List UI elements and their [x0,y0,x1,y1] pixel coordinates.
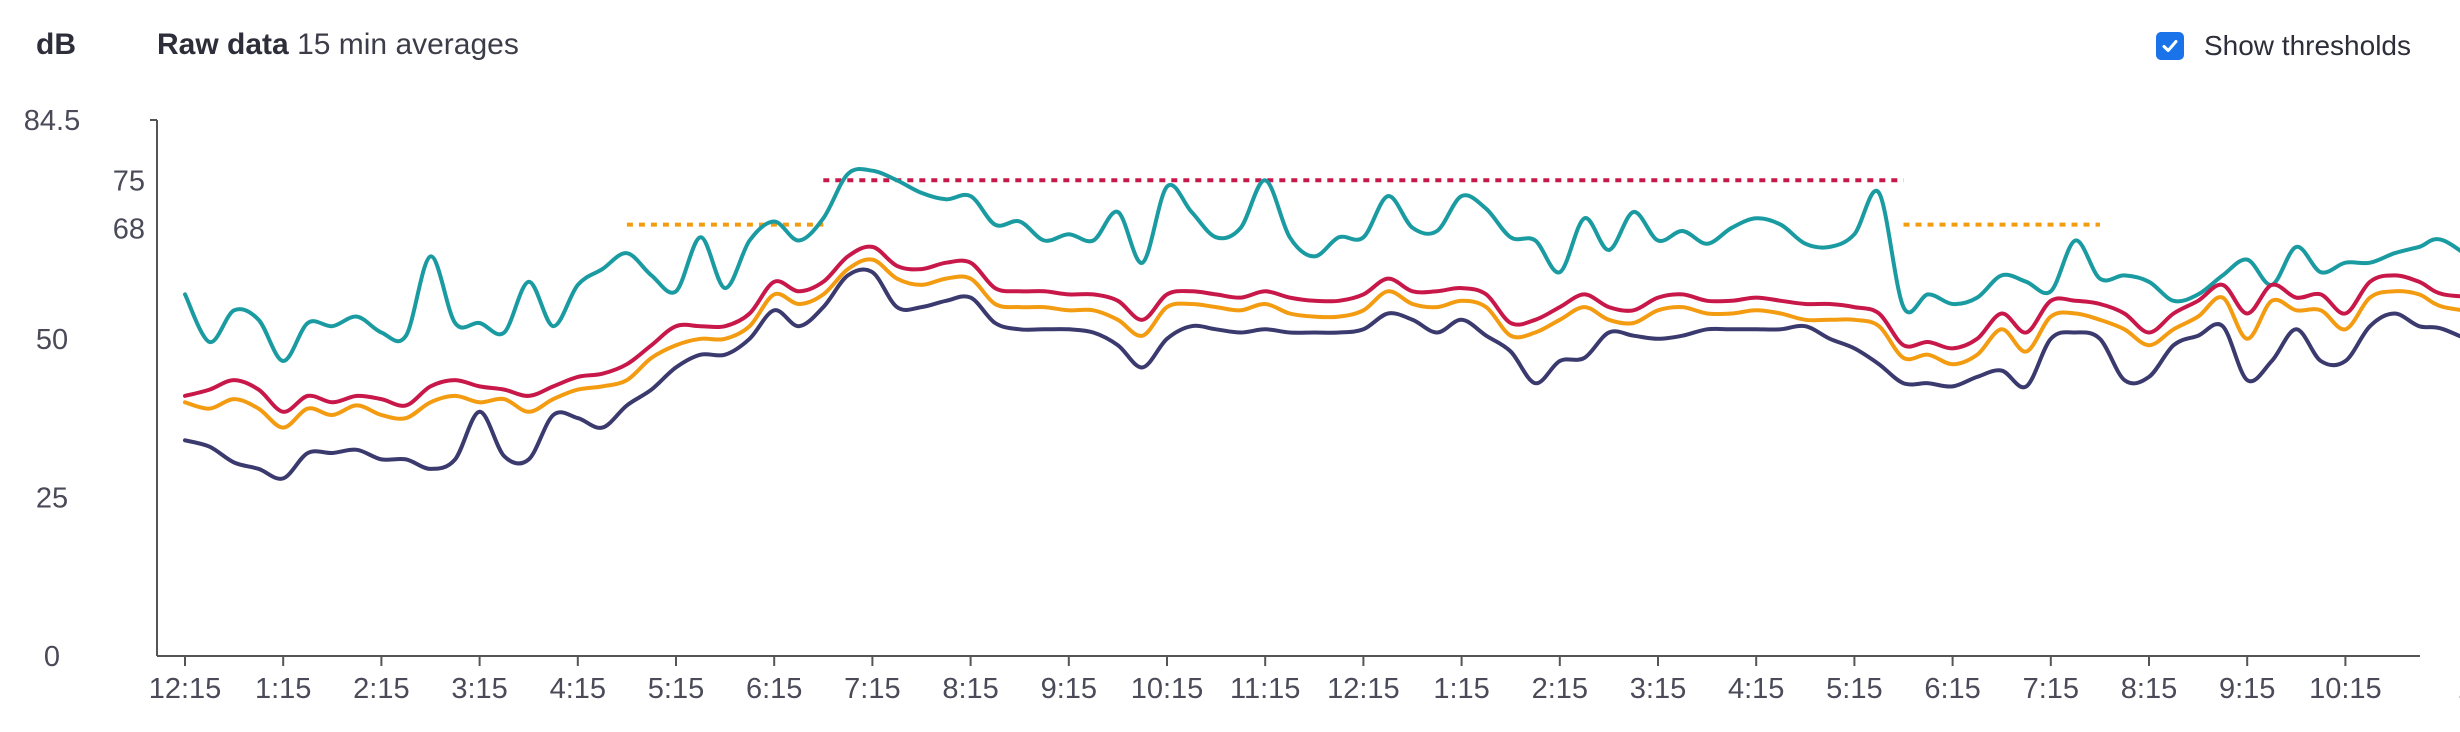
show-thresholds-checkbox[interactable] [2155,32,2184,60]
x-tick-label: 3:15 [451,673,507,705]
show-thresholds-toggle[interactable]: Show thresholds [2155,30,2411,62]
x-tick-label: 10:15 [1131,673,1204,705]
x-tick-label: 12:15 [1327,673,1400,705]
y-tick-label: 84.5 [24,105,80,137]
x-tick-label: 5:15 [648,673,704,705]
x-tick-label: 1:15 [255,673,311,705]
x-tick-label: 4:15 [1728,673,1784,705]
x-tick-label: 9:15 [1041,673,1097,705]
chart-title-main: Raw data [157,28,289,61]
x-tick-label: 8:15 [2121,673,2177,705]
check-icon [2162,40,2178,52]
x-tick-label: 6:15 [1924,673,1980,705]
x-tick-label: 3:15 [1630,673,1686,705]
y-unit-label: dB [36,28,76,61]
x-tick-label: 11:45 [2457,673,2460,705]
x-tick-label: 9:15 [2219,673,2275,705]
threshold-label: 68 [113,214,145,246]
chart-axes: 0 25 50 84.5 12:15 1:15 2:15 3:15 4:15 5:15 6:15 7:… [24,105,2460,705]
y-tick-label: 50 [36,324,68,356]
x-tick-label: 12:15 [149,673,222,705]
show-thresholds-label: Show thresholds [2203,30,2411,61]
series-line [183,257,2460,430]
threshold-label: 75 [113,165,145,197]
x-tick-label: 2:15 [1532,673,1588,705]
y-tick-label: 0 [44,641,60,673]
x-tick-label: 7:15 [844,673,900,705]
x-tick-label: 1:15 [1433,673,1489,705]
series-line [183,267,2460,481]
x-tick-label: 4:15 [550,673,606,705]
x-tick-label: 2:15 [353,673,409,705]
x-tick-label: 11:15 [1230,673,1300,705]
series-line [183,244,2460,414]
series-line [183,166,2460,363]
x-tick-label: 5:15 [1826,673,1882,705]
series-lines [183,166,2460,481]
x-tick-label: 8:15 [942,673,998,705]
x-tick-label: 6:15 [746,673,802,705]
threshold-lines: 75 68 [113,165,2100,246]
chart-subtitle: 15 min averages [297,28,519,61]
x-tick-label: 10:15 [2309,673,2382,705]
x-tick-label: 7:15 [2023,673,2079,705]
y-tick-label: 25 [36,482,68,514]
chart-title: Raw data 15 min averages [157,28,519,62]
